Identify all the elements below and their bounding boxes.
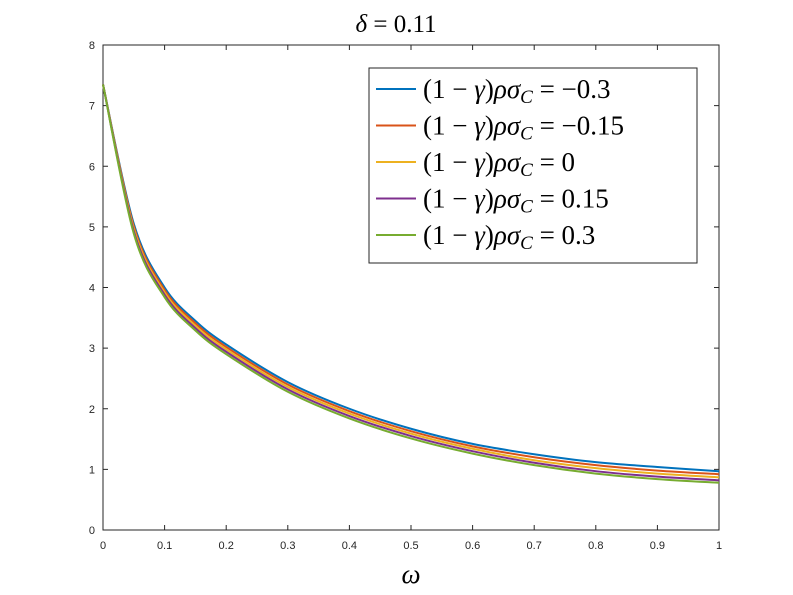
y-tick-label: 4 xyxy=(89,283,95,295)
chart-title: δ = 0.11 xyxy=(355,11,436,38)
legend-label: (1 − γ)ρσC = 0.3 xyxy=(423,220,595,254)
x-tick-label: 0.6 xyxy=(465,540,480,552)
title-symbol: δ xyxy=(355,11,367,38)
axis-ticks xyxy=(102,44,720,531)
legend-label: (1 − γ)ρσC = 0 xyxy=(423,147,575,181)
x-tick-label: 0.9 xyxy=(650,540,665,552)
legend-box xyxy=(368,67,698,264)
legend-item-3: (1 − γ)ρσC = 0 xyxy=(376,147,575,181)
x-tick-label: 1 xyxy=(716,540,722,552)
x-tick-label: 0.2 xyxy=(219,540,234,552)
x-tick-label: 0.4 xyxy=(342,540,357,552)
legend-item-1: (1 − γ)ρσC = −0.3 xyxy=(376,74,611,108)
y-tick-label: 1 xyxy=(89,464,95,476)
legend-label: (1 − γ)ρσC = 0.15 xyxy=(423,184,609,218)
y-tick-label: 3 xyxy=(89,343,95,355)
title-value: = 0.11 xyxy=(367,11,436,38)
x-tick-label: 0.8 xyxy=(588,540,603,552)
series-line-4 xyxy=(102,84,720,482)
legend-label: (1 − γ)ρσC = −0.3 xyxy=(423,74,611,108)
y-tick-label: 7 xyxy=(89,101,95,113)
x-tick-label: 0.1 xyxy=(157,540,172,552)
x-tick-label: 0.3 xyxy=(280,540,295,552)
series-line-3 xyxy=(102,84,720,479)
x-tick-label: 0.7 xyxy=(527,540,542,552)
series-line-2 xyxy=(102,84,720,476)
axis-tick-labels: 0 0.1 0.2 0.3 0.4 0.5 0.6 0.7 0.8 0.9 1 0 1 2 3 4 5 6 7 8 xyxy=(89,40,722,552)
legend-item-4: (1 − γ)ρσC = 0.15 xyxy=(376,184,609,218)
x-axis-label: ω xyxy=(401,559,420,589)
series-line-1 xyxy=(102,84,720,473)
legend-item-5: (1 − γ)ρσC = 0.3 xyxy=(376,220,595,254)
x-tick-label: 0 xyxy=(100,540,106,552)
series-line-5 xyxy=(102,84,720,484)
legend: (1 − γ)ρσC = −0.3(1 − γ)ρσC = −0.15(1 − … xyxy=(368,67,698,264)
y-tick-label: 6 xyxy=(89,161,95,173)
y-tick-label: 5 xyxy=(89,222,95,234)
y-tick-label: 8 xyxy=(89,40,95,52)
x-tick-label: 0.5 xyxy=(403,540,418,552)
y-tick-label: 0 xyxy=(89,525,95,537)
y-tick-label: 2 xyxy=(89,404,95,416)
legend-item-2: (1 − γ)ρσC = −0.15 xyxy=(376,111,624,145)
legend-label: (1 − γ)ρσC = −0.15 xyxy=(423,111,624,145)
series-lines xyxy=(102,84,720,484)
